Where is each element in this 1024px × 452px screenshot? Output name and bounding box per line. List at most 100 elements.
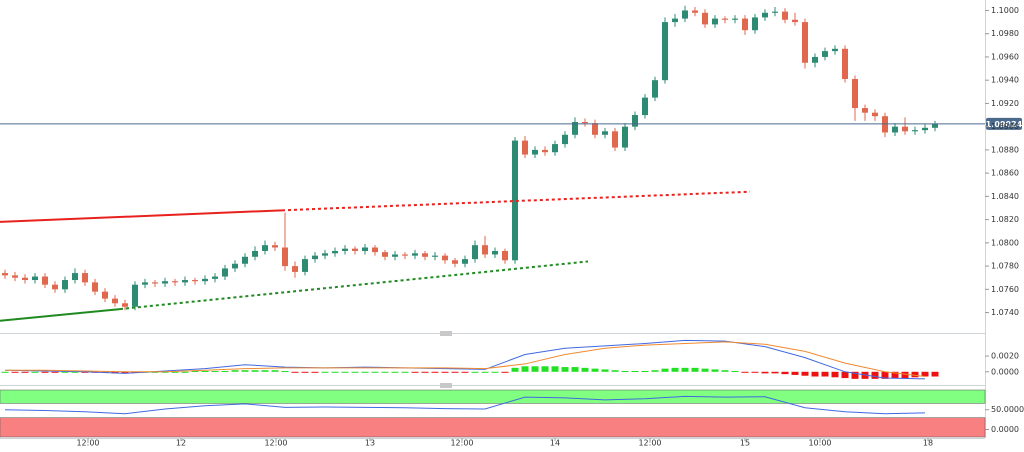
histogram-bar: [691, 367, 699, 372]
y-tick-label: 1.0900: [991, 122, 1019, 131]
candle-body: [202, 278, 208, 282]
candle-body: [492, 250, 498, 255]
candle-body: [812, 56, 818, 63]
histogram-bar: [61, 371, 69, 373]
histogram-bar: [51, 371, 59, 373]
y-tick-label: 1.0860: [991, 169, 1019, 178]
y-tick-label: 50.0000: [991, 405, 1024, 414]
histogram-bar: [151, 371, 159, 373]
histogram-bar: [571, 367, 579, 372]
candle-body: [482, 245, 488, 255]
y-tick-label: 0.0000: [991, 367, 1019, 376]
current-price-label: 1.09024: [986, 120, 1023, 129]
x-tick-label: 10:00: [808, 439, 831, 448]
candle-body: [232, 263, 238, 269]
resize-handle[interactable]: [440, 331, 452, 336]
histogram-bar: [211, 371, 219, 372]
resize-handle[interactable]: [440, 383, 452, 388]
histogram-bar: [321, 371, 329, 373]
candle-body: [242, 256, 248, 264]
x-tick-label: 14: [550, 439, 560, 448]
histogram-bar: [781, 371, 789, 375]
histogram-bar: [891, 371, 899, 379]
histogram-bar: [461, 371, 469, 373]
y-tick-label: 1.0800: [991, 238, 1019, 247]
trend-line: [0, 308, 121, 322]
histogram-bar: [431, 371, 439, 373]
candle-body: [712, 18, 718, 25]
histogram-bar: [361, 371, 369, 373]
histogram-bar: [801, 371, 809, 376]
candle-body: [852, 79, 858, 109]
candle-body: [762, 12, 768, 18]
histogram-bar: [771, 371, 779, 374]
histogram-bar: [611, 370, 619, 372]
indicator-line: [5, 341, 926, 377]
histogram-bar: [11, 371, 19, 373]
histogram-bar: [381, 371, 389, 373]
histogram-bar: [311, 371, 319, 373]
histogram-bar: [171, 371, 179, 373]
histogram-bar: [541, 366, 549, 372]
candle-body: [62, 280, 68, 290]
candle-body: [272, 245, 278, 248]
candle-body: [722, 18, 728, 20]
candle-body: [532, 149, 538, 155]
histogram-bar: [191, 371, 199, 372]
histogram-bar: [301, 371, 309, 373]
candle-body: [782, 11, 788, 20]
histogram-bar: [481, 371, 489, 373]
histogram-bar: [741, 371, 749, 373]
histogram-bar: [401, 371, 409, 373]
histogram-bar: [181, 371, 189, 373]
candle-body: [142, 282, 148, 285]
candle-body: [832, 48, 838, 52]
candle-body: [172, 281, 178, 283]
candle-body: [752, 17, 758, 31]
candle-body: [602, 131, 608, 135]
candle-body: [592, 123, 598, 135]
candle-body: [262, 245, 268, 251]
histogram-bar: [261, 370, 269, 372]
histogram-bar: [391, 371, 399, 373]
histogram-bar: [661, 368, 669, 372]
y-tick-label: 1.0840: [991, 192, 1019, 201]
y-tick-label: 1.0980: [991, 29, 1019, 38]
candle-body: [642, 97, 648, 116]
histogram-bar: [531, 366, 539, 372]
histogram-bar: [351, 371, 359, 373]
candle-body: [312, 255, 318, 260]
x-tick-label: 12:00: [264, 439, 287, 448]
histogram-bar: [641, 371, 649, 372]
candle-body: [582, 122, 588, 124]
histogram-bar: [811, 371, 819, 377]
candle-body: [72, 273, 78, 281]
candle-body: [442, 255, 448, 261]
candle-body: [322, 253, 328, 256]
y-tick-label: 0.0000: [991, 425, 1019, 434]
candle-body: [102, 291, 108, 299]
candle-body: [2, 273, 8, 276]
histogram-bar: [901, 371, 909, 379]
zone-band: [0, 417, 986, 438]
histogram-bar: [521, 366, 529, 372]
current-price-tag: [986, 117, 1022, 130]
indicator-line: [4, 395, 926, 415]
y-tick-label: 1.0780: [991, 262, 1019, 271]
histogram-bar: [851, 371, 859, 379]
candle-body: [742, 18, 748, 31]
histogram-bar: [841, 371, 849, 379]
candle-body: [222, 268, 228, 277]
candle-body: [92, 282, 98, 292]
histogram-bar: [721, 370, 729, 372]
candle-body: [512, 140, 518, 261]
candle-body: [182, 280, 188, 283]
candle-body: [862, 108, 868, 113]
candle-body: [402, 254, 408, 256]
candle-body: [472, 245, 478, 260]
histogram-bar: [201, 371, 209, 372]
histogram-bar: [601, 369, 609, 372]
histogram-bar: [241, 370, 249, 372]
histogram-bar: [561, 367, 569, 372]
histogram-bar: [271, 370, 279, 372]
